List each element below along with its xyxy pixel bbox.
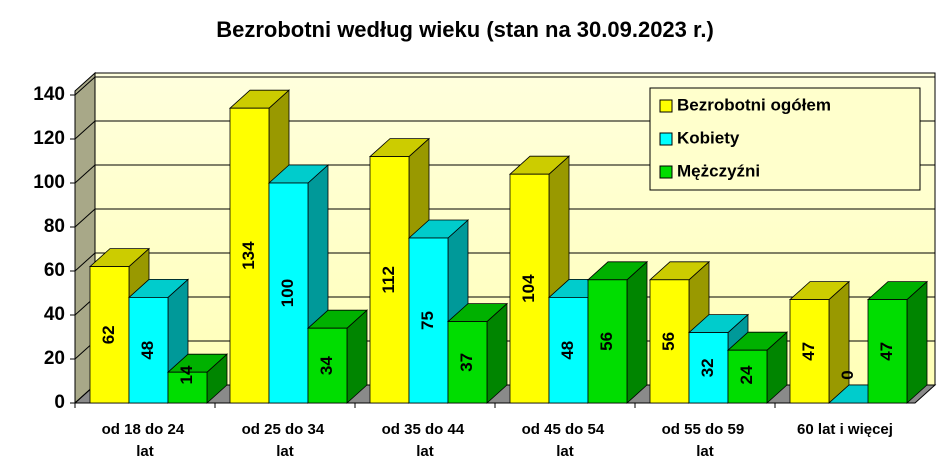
label-line: lat (136, 443, 154, 460)
bar (307, 327, 348, 404)
grid-line (74, 120, 96, 140)
label-line: od 45 do 54 (522, 421, 609, 438)
bar (789, 299, 830, 404)
legend-label: Mężczyźni (677, 161, 760, 180)
legend-swatch (659, 165, 673, 179)
bar (89, 266, 130, 404)
legend-label: Kobiety (677, 128, 740, 147)
x-tick-label: od 55 do 59 lat (662, 421, 749, 460)
label-line: lat (276, 443, 294, 460)
label-line: lat (556, 443, 574, 460)
data-label: 100 (278, 279, 297, 307)
data-label: 24 (737, 365, 756, 384)
x-tick-label: 60 lat i więcej (797, 421, 893, 438)
bar (369, 156, 410, 404)
data-label: 14 (177, 365, 196, 384)
data-label: 56 (659, 332, 678, 351)
bar (128, 296, 169, 404)
bar (447, 321, 488, 404)
grid-line (74, 208, 96, 228)
label-line: od 18 do 24 (102, 421, 189, 438)
label-line: od 35 do 44 (382, 421, 469, 438)
bar (587, 279, 628, 404)
data-label: 47 (877, 342, 896, 361)
bar-side (626, 260, 648, 404)
x-tick-label: od 18 do 24 lat (102, 421, 189, 460)
bar (867, 299, 908, 404)
y-tick-label: 140 (33, 84, 65, 105)
legend-swatch (659, 132, 673, 146)
y-tick-label: 60 (44, 260, 65, 281)
data-label: 62 (99, 325, 118, 344)
bar (548, 296, 589, 404)
bar (688, 332, 729, 404)
x-tick-label: od 45 do 54 lat (522, 421, 609, 460)
data-label: 48 (558, 341, 577, 360)
bar-side (828, 280, 850, 404)
grid-line (74, 164, 96, 184)
data-label: 134 (239, 241, 258, 270)
y-tick-label: 120 (33, 128, 65, 149)
data-label: 75 (418, 311, 437, 330)
grid-line (74, 76, 96, 96)
data-label: 37 (457, 353, 476, 372)
y-tick-label: 40 (44, 304, 65, 325)
label-line: od 55 do 59 (662, 421, 749, 438)
bar (727, 349, 768, 404)
label-line: lat (696, 443, 714, 460)
bar-side (906, 280, 928, 404)
legend-label: Bezrobotni ogółem (677, 95, 831, 114)
data-label: 34 (317, 356, 336, 375)
bar (408, 237, 449, 404)
y-tick-label: 0 (54, 392, 65, 413)
legend-box (649, 87, 921, 191)
data-label: 47 (799, 342, 818, 361)
legend-swatch (659, 99, 673, 113)
data-label: 32 (698, 358, 717, 377)
data-label: 0 (838, 370, 857, 379)
bar (268, 182, 309, 404)
label-line: od 25 do 34 (242, 421, 329, 438)
y-tick-label: 20 (44, 348, 65, 369)
x-tick-label: od 25 do 34 lat (242, 421, 329, 460)
data-label: 104 (519, 274, 538, 303)
y-tick-label: 80 (44, 216, 65, 237)
bar (649, 279, 690, 404)
chart-title: Bezrobotni według wieku (stan na 30.09.2… (216, 17, 714, 42)
y-tick-label: 100 (33, 172, 65, 193)
grid-line (74, 252, 96, 272)
data-label: 56 (597, 332, 616, 351)
data-label: 48 (138, 341, 157, 360)
bar (509, 173, 550, 404)
x-tick-label: od 35 do 44 lat (382, 421, 469, 460)
label-line: lat (416, 443, 434, 460)
data-label: 112 (379, 266, 398, 293)
bar (167, 371, 208, 404)
